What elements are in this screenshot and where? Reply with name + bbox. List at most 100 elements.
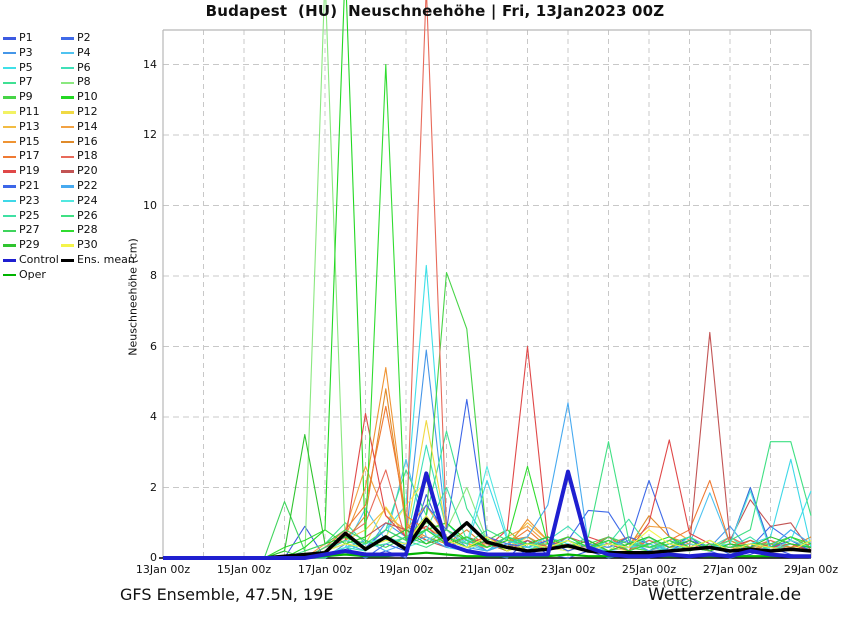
legend-item-P15: P15 bbox=[3, 135, 61, 150]
legend-item-P28: P28 bbox=[61, 223, 133, 238]
legend-swatch bbox=[3, 81, 16, 84]
legend-label: P25 bbox=[19, 208, 40, 222]
y-tick-label: 2 bbox=[150, 480, 157, 494]
legend-label: P14 bbox=[77, 119, 98, 133]
legend-item-P8: P8 bbox=[61, 75, 133, 90]
legend-item-P9: P9 bbox=[3, 90, 61, 105]
legend-item-P21: P21 bbox=[3, 179, 61, 194]
watermark-label: Wetterzentrale.de bbox=[648, 585, 802, 605]
legend-label: P12 bbox=[77, 104, 98, 118]
legend-item-P19: P19 bbox=[3, 164, 61, 179]
legend-swatch bbox=[61, 111, 74, 114]
x-tick-label: 21Jan 00z bbox=[459, 563, 515, 576]
legend-swatch bbox=[3, 37, 16, 40]
legend-swatch bbox=[3, 273, 16, 277]
legend-swatch bbox=[61, 185, 74, 188]
legend-item-P29: P29 bbox=[3, 238, 61, 253]
legend-label: Oper bbox=[19, 267, 46, 281]
legend-item-P26: P26 bbox=[61, 209, 133, 224]
x-tick-label: 23Jan 00z bbox=[540, 563, 596, 576]
legend-swatch bbox=[3, 155, 16, 158]
legend-item-P22: P22 bbox=[61, 179, 133, 194]
y-tick-label: 10 bbox=[143, 198, 157, 212]
y-tick-label: 12 bbox=[143, 128, 157, 141]
legend-item-P2: P2 bbox=[61, 31, 133, 46]
x-axis-title: Date (UTC) bbox=[632, 576, 693, 589]
legend-swatch bbox=[3, 96, 16, 99]
series-line-P9 bbox=[163, 271, 812, 559]
legend-label: P23 bbox=[19, 193, 40, 207]
legend-item-P23: P23 bbox=[3, 194, 61, 209]
legend-swatch bbox=[61, 125, 74, 129]
legend-label: P29 bbox=[19, 238, 40, 252]
legend-swatch bbox=[3, 185, 16, 188]
legend-label: P6 bbox=[77, 60, 91, 74]
legend-item-P14: P14 bbox=[61, 120, 133, 135]
legend-swatch bbox=[61, 155, 74, 158]
legend-label: P1 bbox=[19, 31, 33, 44]
legend-item-P3: P3 bbox=[3, 46, 61, 61]
legend-swatch bbox=[61, 259, 74, 262]
legend-label: P7 bbox=[19, 75, 33, 89]
legend-item-P10: P10 bbox=[61, 90, 133, 105]
legend-label: Ens. mean bbox=[77, 252, 135, 266]
legend-swatch bbox=[3, 170, 16, 173]
series-line-Control bbox=[163, 469, 811, 560]
y-tick-label: 6 bbox=[150, 339, 157, 353]
legend-swatch bbox=[61, 229, 74, 232]
legend-item-P1: P1 bbox=[3, 31, 61, 46]
legend-swatch bbox=[61, 81, 74, 84]
legend-swatch bbox=[61, 96, 74, 99]
y-tick-label: 0 bbox=[150, 551, 157, 564]
legend-label: P11 bbox=[19, 104, 40, 118]
legend-item-P20: P20 bbox=[61, 164, 133, 179]
legend-label: P10 bbox=[77, 90, 98, 104]
legend-label: P19 bbox=[19, 164, 40, 178]
legend-label: P28 bbox=[77, 223, 98, 237]
y-tick-label: 4 bbox=[150, 410, 157, 423]
x-tick-label: 17Jan 00z bbox=[297, 563, 353, 576]
series-line-P21 bbox=[163, 398, 812, 559]
legend-swatch bbox=[3, 244, 16, 247]
legend-label: P27 bbox=[19, 223, 40, 237]
y-tick-label: 14 bbox=[143, 57, 157, 71]
legend-item-P6: P6 bbox=[61, 61, 133, 76]
legend-item-P27: P27 bbox=[3, 223, 61, 238]
x-tick-label: 27Jan 00z bbox=[702, 563, 758, 576]
legend-swatch bbox=[61, 37, 74, 40]
legend-swatch bbox=[3, 125, 16, 129]
legend-label: P17 bbox=[19, 149, 40, 163]
legend-swatch bbox=[3, 199, 16, 203]
legend-label: P26 bbox=[77, 208, 98, 222]
legend-label: P9 bbox=[19, 90, 33, 104]
legend-item-P12: P12 bbox=[61, 105, 133, 120]
legend-label: P5 bbox=[19, 60, 33, 74]
legend-item-P16: P16 bbox=[61, 135, 133, 150]
legend-swatch bbox=[61, 140, 74, 144]
legend-label: P20 bbox=[77, 164, 98, 178]
legend-label: P2 bbox=[77, 31, 91, 44]
plot-border bbox=[159, 29, 812, 559]
x-tick-label: 29Jan 00z bbox=[783, 563, 839, 576]
legend-swatch bbox=[3, 140, 16, 144]
legend-swatch bbox=[61, 52, 74, 55]
series-lines bbox=[163, 0, 812, 560]
legend: P1 P2 P3 P4 P5 P6 P7 P8 P9 P10 P11 P12 P13 P14 P15 P16 P… bbox=[3, 31, 135, 283]
legend-item-P24: P24 bbox=[61, 194, 133, 209]
legend-swatch bbox=[61, 199, 74, 203]
legend-label: P13 bbox=[19, 119, 40, 133]
legend-item-P18: P18 bbox=[61, 149, 133, 164]
legend-label: P24 bbox=[77, 193, 98, 207]
series-line-P30 bbox=[163, 515, 812, 559]
legend-item-P4: P4 bbox=[61, 46, 133, 61]
model-info-label: GFS Ensemble, 47.5N, 19E bbox=[120, 585, 334, 604]
x-tick-label: 13Jan 00z bbox=[135, 563, 191, 576]
legend-label: P4 bbox=[77, 45, 91, 59]
x-tick-label: 19Jan 00z bbox=[378, 563, 434, 576]
legend-item-P13: P13 bbox=[3, 120, 61, 135]
legend-label: Control bbox=[19, 252, 59, 266]
legend-swatch bbox=[3, 214, 16, 218]
y-axis-title: Neuschneehöhe (cm) bbox=[126, 238, 140, 356]
